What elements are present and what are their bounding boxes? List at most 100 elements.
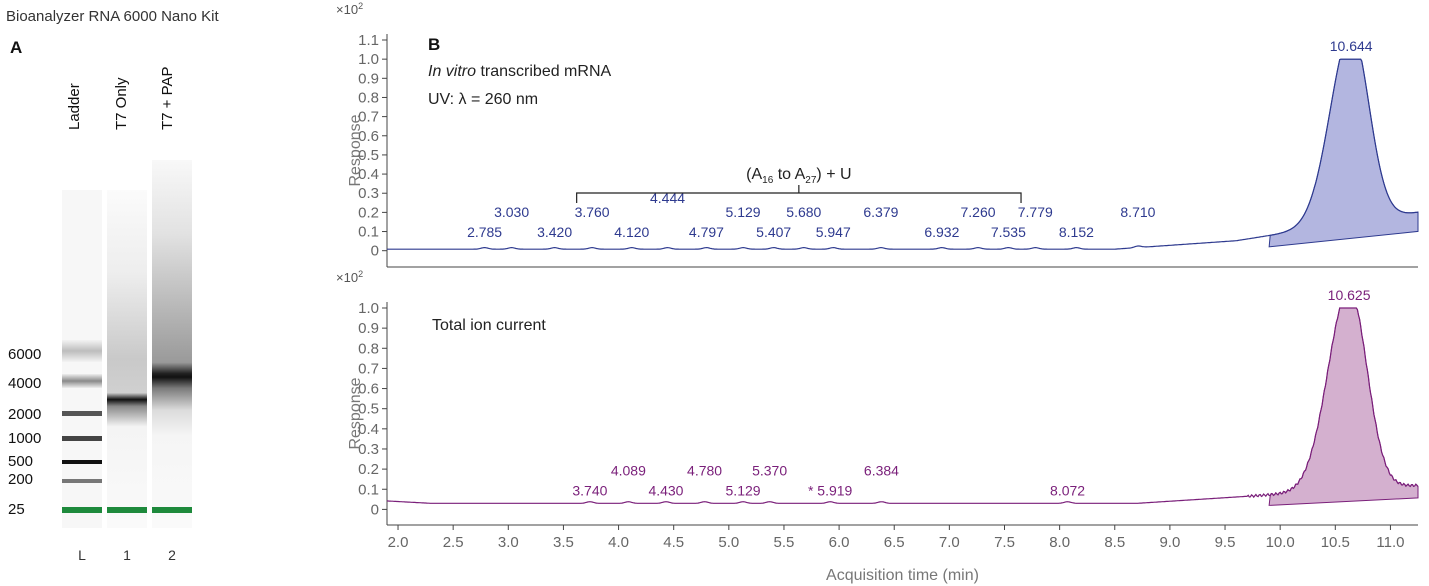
tic-peak-label: 8.072 <box>1050 482 1085 498</box>
uv-y-axis-label: Response <box>347 114 364 186</box>
uv-peak-label: 8.152 <box>1059 224 1094 240</box>
tic-peak-label: 5.370 <box>752 462 787 478</box>
t7-only-lane <box>107 190 147 528</box>
uv-y-tick-label: 0 <box>371 243 379 260</box>
ladder-band <box>62 340 102 362</box>
tic-y-tick-label: 0.3 <box>358 441 379 458</box>
uv-y-tick-label: 0.2 <box>358 204 379 221</box>
uv-chart-title: In vitro transcribed mRNA <box>428 63 611 80</box>
x-tick-label: 9.5 <box>1215 534 1236 551</box>
ladder-lane <box>62 190 102 528</box>
tic-peak-label: 4.089 <box>611 462 646 478</box>
x-tick-label: 6.0 <box>829 534 850 551</box>
x-tick-label: 10.5 <box>1321 534 1350 551</box>
x-tick-label: 5.0 <box>718 534 739 551</box>
size-label-4000: 4000 <box>8 375 42 392</box>
panel-letter-b: B <box>428 35 440 54</box>
uv-peak-label: 5.129 <box>726 204 761 220</box>
ladder-band <box>62 460 102 464</box>
uv-y-tick-label: 0.5 <box>358 147 379 164</box>
uv-peak-label: 3.030 <box>494 204 529 220</box>
tic-peak-area <box>1268 307 1419 506</box>
uv-peak-label: 2.785 <box>467 224 502 240</box>
x-tick-label: 11.0 <box>1376 534 1404 551</box>
tic-peak-label: 5.129 <box>726 482 761 498</box>
lane-header-t7-pap: T7 + PAP <box>159 66 176 130</box>
uv-peak-label: 3.420 <box>537 224 572 240</box>
x-tick-label: 4.0 <box>608 534 629 551</box>
uv-peak-label: 7.779 <box>1018 204 1053 220</box>
uv-peak-label: 4.797 <box>689 224 724 240</box>
t7-pap-lane <box>152 160 192 528</box>
x-axis-label: Acquisition time (min) <box>826 567 979 584</box>
lane-number-1: 1 <box>123 547 131 563</box>
size-label-1000: 1000 <box>8 430 42 447</box>
uv-y-tick-label: 0.8 <box>358 89 379 106</box>
tic-y-tick-label: 0.1 <box>358 481 379 498</box>
tic-peak-label: 3.740 <box>572 482 607 498</box>
tic-y-tick-label: 0.5 <box>358 401 379 418</box>
x-tick-label: 5.5 <box>774 534 795 551</box>
uv-peak-label: 3.760 <box>575 204 610 220</box>
uv-peak-label: 4.444 <box>650 190 685 206</box>
tic-y-tick-label: 0.4 <box>358 421 379 438</box>
x-tick-label: 2.5 <box>443 534 464 551</box>
tic-peak-label: 4.780 <box>687 462 722 478</box>
tic-chart-title: Total ion current <box>432 317 546 334</box>
uv-chart-subtitle: UV: λ = 260 nm <box>428 91 538 108</box>
ladder-band <box>62 436 102 441</box>
marker-band-ladder <box>62 507 102 513</box>
uv-peak-label: 10.644 <box>1330 38 1373 54</box>
panel-letter-a: A <box>10 38 23 57</box>
tic-peak-label: 4.430 <box>648 482 683 498</box>
size-label-200: 200 <box>8 471 34 488</box>
uv-y-multiplier: ×102 <box>336 1 363 17</box>
marker-band-lane-2 <box>152 507 192 513</box>
uv-y-tick-label: 0.6 <box>358 128 379 145</box>
uv-y-tick-label: 1.0 <box>358 51 379 68</box>
tic-y-multiplier: ×102 <box>336 269 363 285</box>
ladder-band <box>62 374 102 388</box>
size-label-25: 25 <box>8 501 25 518</box>
uv-peak-label: 6.379 <box>863 204 898 220</box>
x-tick-label: 3.5 <box>553 534 574 551</box>
x-tick-label: 9.0 <box>1159 534 1180 551</box>
uv-y-tick-label: 0.1 <box>358 224 379 241</box>
tic-trace <box>386 307 1419 504</box>
uv-peak-label: 4.120 <box>614 224 649 240</box>
tic-y-tick-label: 0.9 <box>358 320 379 337</box>
uv-y-tick-label: 0.9 <box>358 70 379 87</box>
lane-header-ladder: Ladder <box>66 83 83 130</box>
x-tick-label: 7.0 <box>939 534 960 551</box>
x-tick-label: 8.0 <box>1049 534 1070 551</box>
uv-peak-area <box>1268 58 1419 248</box>
uv-y-tick-label: 1.1 <box>358 32 379 49</box>
tic-y-tick-label: 0.8 <box>358 340 379 357</box>
x-tick-label: 2.0 <box>388 534 409 551</box>
x-tick-label: 8.5 <box>1104 534 1125 551</box>
page-title: Bioanalyzer RNA 6000 Nano Kit <box>6 8 219 25</box>
uv-peak-label: 7.260 <box>961 204 996 220</box>
tic-y-axis-label: Response <box>347 377 364 449</box>
uv-peak-label: 5.680 <box>786 204 821 220</box>
tic-y-tick-label: 0.7 <box>358 360 379 377</box>
lane-number-ladder: L <box>78 547 86 563</box>
tic-y-tick-label: 0.2 <box>358 461 379 478</box>
ladder-band <box>62 411 102 416</box>
chromatogram-panel: ×102 0 0.1 0.2 0.3 0.4 0.5 0.6 0.7 0.8 0.9 1.0 1.1 Re… <box>336 1 1419 584</box>
x-tick-label: 3.0 <box>498 534 519 551</box>
uv-y-tick-label: 0.4 <box>358 166 379 183</box>
uv-y-tick-label: 0.3 <box>358 185 379 202</box>
uv-trace <box>387 58 1419 250</box>
oligo-bracket-label: (A16 to A27) + U <box>746 166 851 186</box>
size-label-2000: 2000 <box>8 406 42 423</box>
uv-peak-label: 5.947 <box>816 224 851 240</box>
x-tick-label: 10.0 <box>1266 534 1295 551</box>
uv-y-tick-label: 0.7 <box>358 109 379 126</box>
oligo-bracket <box>576 185 1022 203</box>
tic-peak-label: 10.625 <box>1328 287 1371 303</box>
gel-panel: Bioanalyzer RNA 6000 Nano Kit A Ladder T… <box>0 0 330 586</box>
ladder-band <box>62 479 102 483</box>
tic-y-tick-label: 0.6 <box>358 381 379 398</box>
size-label-500: 500 <box>8 453 34 470</box>
